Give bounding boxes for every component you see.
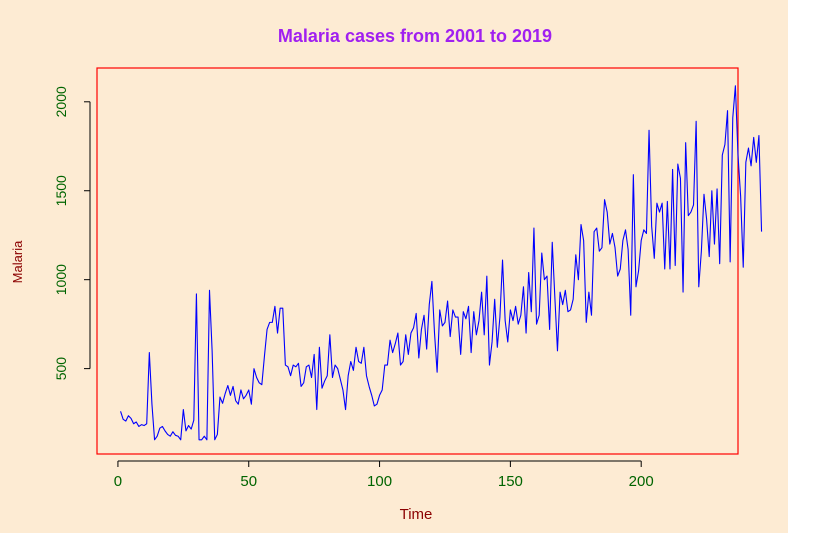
x-tick-label: 50	[240, 473, 257, 490]
y-tick-label: 1500	[53, 175, 69, 206]
plot-area	[120, 85, 763, 441]
plot-background: Malaria cases from 2001 to 2019 0 50 100 15…	[0, 0, 788, 533]
x-tick-label: 150	[498, 473, 523, 490]
x-axis: 0 50 100 150 200	[114, 460, 654, 490]
chart-title: Malaria cases from 2001 to 2019	[278, 26, 552, 46]
y-tick-label: 2000	[53, 86, 69, 117]
x-tick-label: 100	[367, 473, 392, 490]
x-tick-label: 200	[629, 473, 654, 490]
line-chart: Malaria cases from 2001 to 2019 0 50 100 15…	[10, 26, 763, 523]
y-tick-label: 1000	[53, 264, 69, 295]
series-line-0	[120, 85, 763, 441]
y-tick-label: 500	[53, 357, 69, 381]
y-axis: 500 1000 1500 2000	[53, 86, 91, 381]
y-axis-label: Malaria	[10, 240, 25, 283]
x-axis-label: Time	[400, 506, 433, 523]
plot-frame	[96, 67, 739, 455]
x-tick-label: 0	[114, 473, 122, 490]
